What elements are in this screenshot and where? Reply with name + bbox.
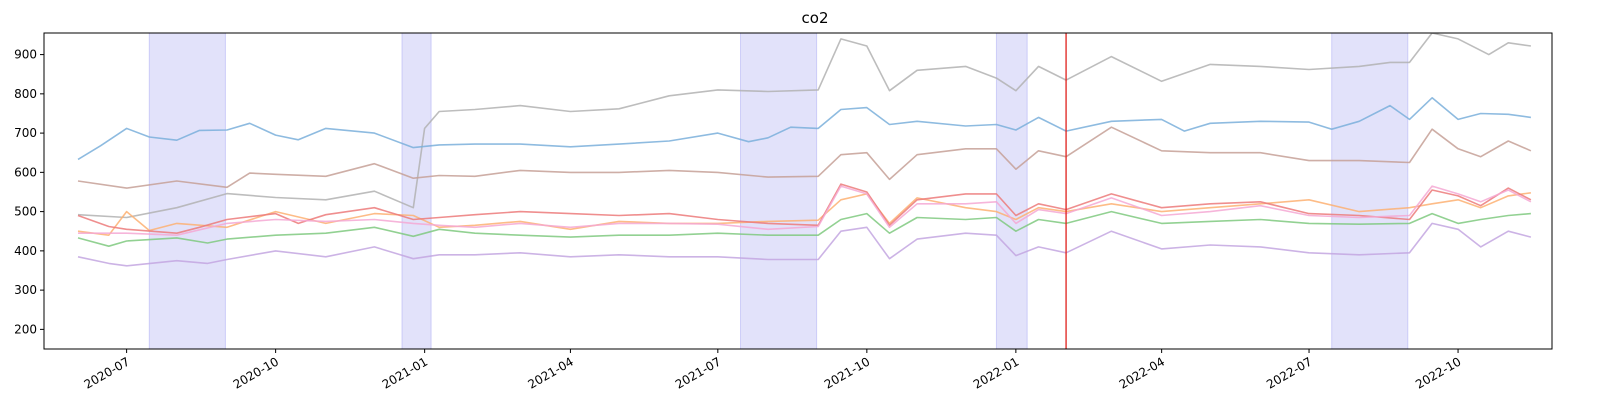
y-tick-label: 500 [14, 205, 37, 219]
chart-title: co2 [802, 9, 829, 27]
series-grey-top-line [77, 33, 1532, 219]
series-brown-line [77, 126, 1532, 189]
shaded-period-2 [401, 33, 432, 349]
y-tick-label: 800 [14, 87, 37, 101]
shaded-periods [148, 33, 1409, 349]
series-pink-line [78, 185, 1532, 236]
x-tick-label: 2021-07 [673, 354, 723, 391]
y-tick-label: 200 [14, 322, 37, 336]
y-tick-label: 900 [14, 48, 37, 62]
series-blue-line [77, 97, 1532, 161]
x-tick-label: 2021-01 [380, 354, 430, 391]
x-tick-label: 2022-04 [1117, 354, 1167, 391]
shaded-period-4 [995, 33, 1028, 349]
x-tick-label: 2020-07 [82, 354, 132, 391]
series-purple-line [77, 222, 1532, 267]
y-tick-label: 600 [14, 165, 37, 179]
x-tick-label: 2022-07 [1264, 354, 1314, 391]
x-tick-label: 2021-04 [526, 354, 576, 391]
series-orange-line [77, 192, 1532, 236]
y-tick-label: 300 [14, 283, 37, 297]
y-tick-label: 700 [14, 126, 37, 140]
x-tick-label: 2020-10 [231, 354, 281, 391]
shaded-period-3 [739, 33, 818, 349]
plot-frame [43, 32, 1553, 350]
shaded-period-5 [1331, 33, 1409, 349]
y-tick-label: 400 [14, 244, 37, 258]
shaded-period-1 [148, 33, 226, 349]
series-lines [77, 33, 1532, 267]
x-tick-label: 2022-10 [1413, 354, 1463, 391]
series-green-line [77, 210, 1531, 247]
x-tick-label: 2022-01 [971, 354, 1021, 391]
axes [40, 54, 1459, 353]
x-tick-label: 2021-10 [822, 354, 872, 391]
